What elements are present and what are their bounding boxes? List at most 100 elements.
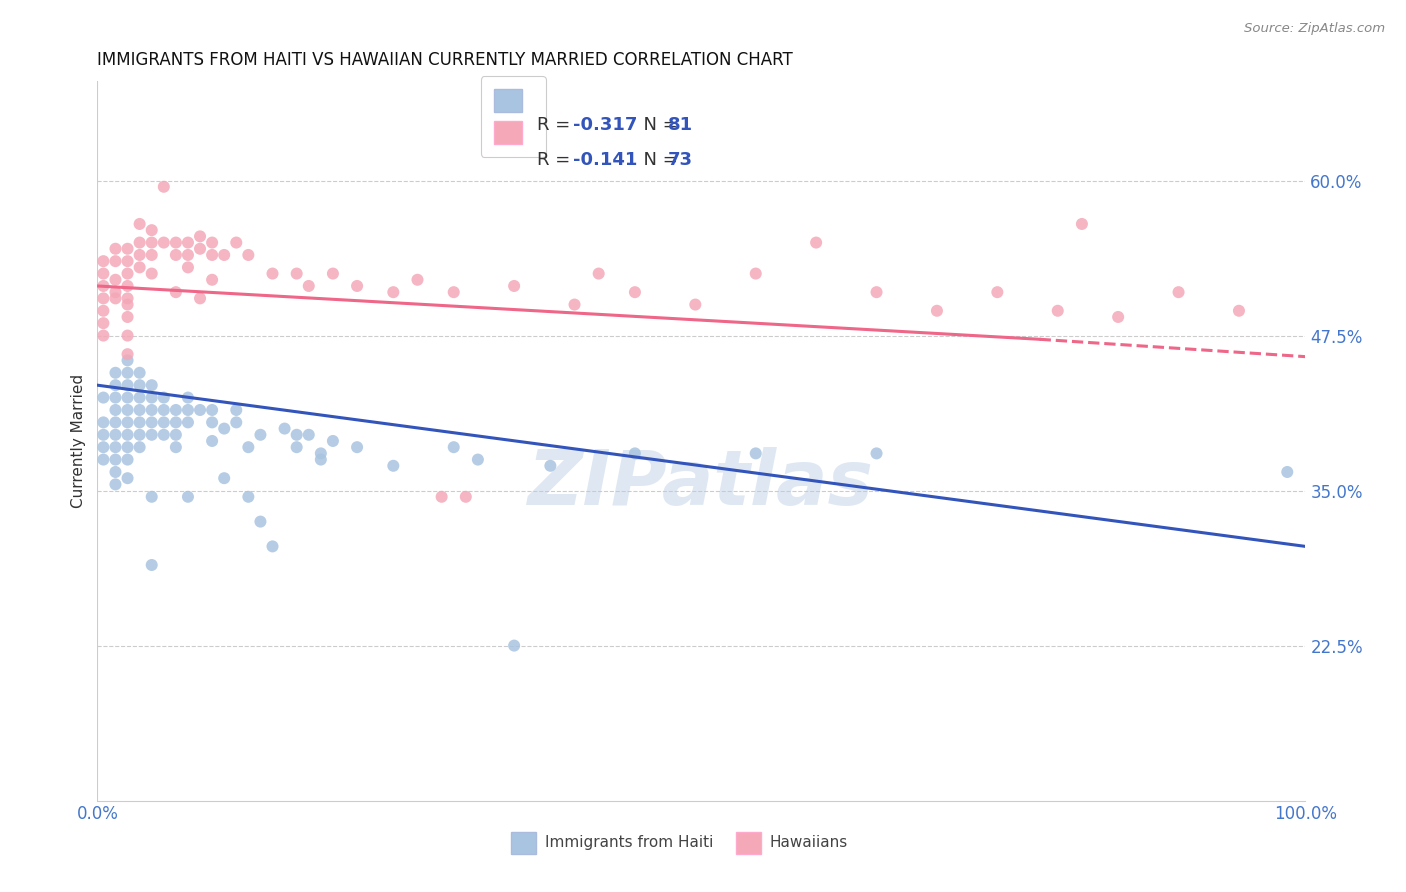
Text: Hawaiians: Hawaiians — [770, 836, 848, 850]
Point — [177, 391, 200, 405]
Point — [212, 471, 235, 485]
Point — [249, 515, 271, 529]
Point — [152, 235, 174, 250]
Point — [117, 353, 139, 368]
Point — [564, 297, 586, 311]
Point — [141, 427, 163, 442]
Point — [152, 179, 174, 194]
Point — [201, 248, 224, 262]
Point — [624, 285, 647, 300]
Text: -0.141: -0.141 — [574, 152, 638, 169]
Point — [93, 391, 115, 405]
Point — [117, 310, 139, 324]
Legend: , : , — [481, 76, 546, 157]
Point — [117, 254, 139, 268]
Point — [117, 391, 139, 405]
Point — [588, 267, 610, 281]
Point — [141, 391, 163, 405]
Point — [117, 297, 139, 311]
Point — [538, 458, 561, 473]
Point — [93, 328, 115, 343]
Point — [128, 366, 150, 380]
Point — [165, 440, 187, 454]
Point — [285, 440, 308, 454]
Point — [104, 477, 127, 491]
Point — [104, 403, 127, 417]
Point — [128, 248, 150, 262]
Point — [745, 267, 768, 281]
Point — [1070, 217, 1092, 231]
Point — [443, 285, 465, 300]
Point — [104, 416, 127, 430]
Point — [128, 440, 150, 454]
Point — [238, 248, 260, 262]
Point — [141, 558, 163, 572]
Point — [865, 285, 887, 300]
Point — [152, 427, 174, 442]
Point — [188, 291, 211, 305]
Point — [93, 316, 115, 330]
Text: 73: 73 — [668, 152, 693, 169]
Point — [177, 403, 200, 417]
Point — [128, 260, 150, 275]
Point — [93, 267, 115, 281]
Point — [104, 427, 127, 442]
Point — [262, 540, 284, 554]
Text: ZIPatlas: ZIPatlas — [529, 447, 875, 521]
Point — [273, 421, 295, 435]
Point — [238, 490, 260, 504]
Point — [93, 303, 115, 318]
Point — [152, 416, 174, 430]
Text: N =: N = — [633, 116, 683, 134]
Point — [322, 267, 344, 281]
Point — [1227, 303, 1250, 318]
Point — [309, 446, 332, 460]
Point — [93, 279, 115, 293]
Point — [104, 378, 127, 392]
Point — [177, 235, 200, 250]
Point — [128, 235, 150, 250]
Point — [117, 452, 139, 467]
Point — [128, 391, 150, 405]
Point — [346, 440, 368, 454]
Point — [745, 446, 768, 460]
Point — [104, 452, 127, 467]
Point — [128, 403, 150, 417]
Point — [249, 427, 271, 442]
Point — [430, 490, 453, 504]
Point — [93, 291, 115, 305]
Point — [1107, 310, 1129, 324]
Point — [165, 285, 187, 300]
Point — [443, 440, 465, 454]
Point — [128, 427, 150, 442]
Point — [104, 285, 127, 300]
Point — [117, 378, 139, 392]
Point — [201, 235, 224, 250]
Point — [201, 273, 224, 287]
Point — [117, 427, 139, 442]
Point — [238, 440, 260, 454]
Point — [104, 254, 127, 268]
Point — [128, 217, 150, 231]
Point — [104, 242, 127, 256]
Point — [93, 254, 115, 268]
Point — [188, 229, 211, 244]
Point — [165, 235, 187, 250]
Point — [141, 490, 163, 504]
Point — [285, 427, 308, 442]
Point — [165, 416, 187, 430]
Point — [141, 403, 163, 417]
Point — [346, 279, 368, 293]
Point — [117, 440, 139, 454]
Text: R =: R = — [537, 152, 576, 169]
Point — [117, 267, 139, 281]
Point — [865, 446, 887, 460]
Point — [177, 490, 200, 504]
Text: R =: R = — [537, 116, 576, 134]
Point — [201, 434, 224, 448]
Point — [1167, 285, 1189, 300]
Point — [117, 366, 139, 380]
Point — [165, 248, 187, 262]
Point — [212, 421, 235, 435]
Point — [298, 279, 321, 293]
